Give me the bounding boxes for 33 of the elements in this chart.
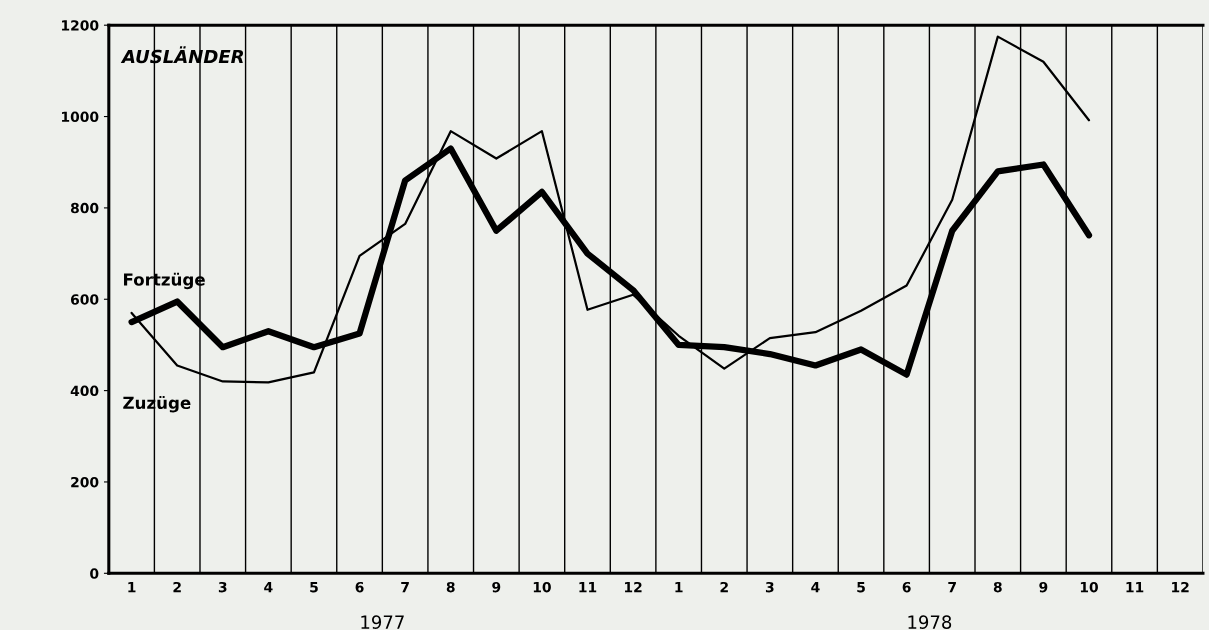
x-tick-label: 4 (264, 582, 273, 593)
x-tick-label: 3 (765, 581, 774, 593)
x-tick-label: 5 (310, 582, 318, 593)
y-tick-label: 1000 (62, 111, 99, 123)
x-tick-label: 9 (492, 581, 501, 593)
y-tick-label: 800 (70, 202, 99, 214)
y-tick-label: 1200 (62, 20, 99, 31)
x-tick-label: 2 (173, 581, 181, 593)
x-tick-label: 1 (675, 582, 683, 593)
x-tick-label: 4 (811, 582, 820, 593)
x-tick-label: 11 (579, 582, 597, 593)
y-tick-label: 0 (90, 568, 99, 579)
x-tick-label: 6 (902, 581, 911, 593)
x-tick-label: 11 (1126, 582, 1144, 593)
x-tick-label: 9 (1039, 581, 1048, 593)
x-tick-label: 1 (128, 582, 136, 593)
x-tick-label: 7 (401, 582, 409, 593)
x-tick-label: 7 (948, 582, 956, 593)
x-tick-label: 8 (993, 581, 1002, 593)
y-tick-label: 200 (71, 476, 99, 488)
text: 1978 (908, 615, 952, 629)
y-tick-label: 600 (70, 294, 99, 305)
x-tick-label: 10 (533, 581, 551, 593)
x-tick-label: 2 (720, 581, 728, 593)
x-tick-label: 8 (446, 581, 455, 593)
x-tick-label: 12 (624, 581, 642, 593)
x-tick-label: 12 (1172, 581, 1189, 593)
y-tick-label: 400 (70, 385, 99, 397)
x-tick-label: 6 (355, 581, 364, 593)
text: 1977 (361, 615, 404, 629)
x-tick-label: 5 (857, 582, 865, 593)
x-tick-label: 10 (1080, 581, 1098, 593)
x-tick-label: 3 (218, 581, 227, 593)
